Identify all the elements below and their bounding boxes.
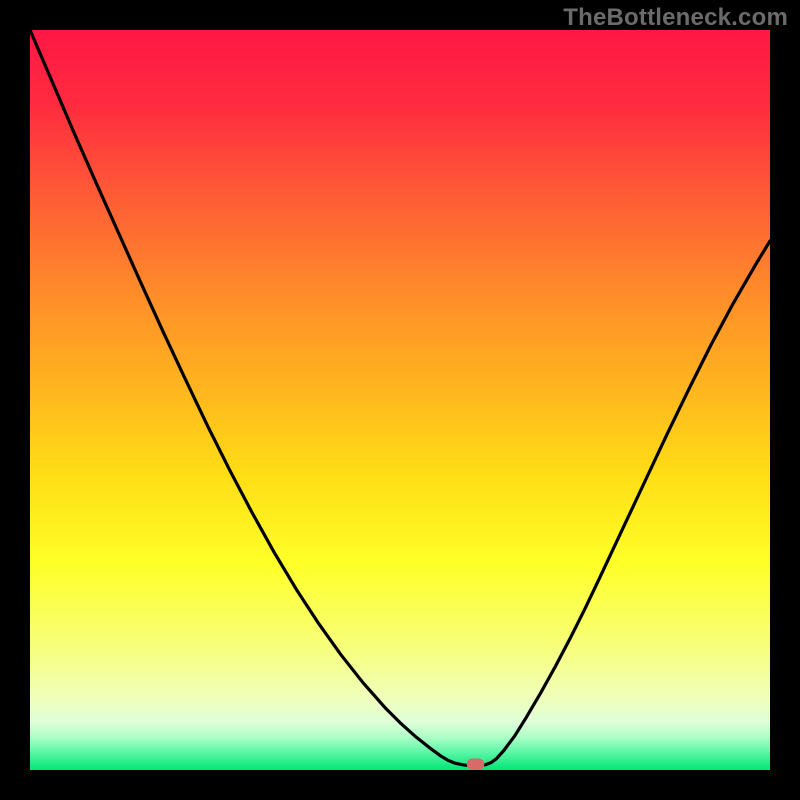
watermark-text: TheBottleneck.com (563, 4, 788, 32)
chart-container: { "watermark": { "text": "TheBottleneck.… (0, 0, 800, 800)
bottleneck-chart (0, 0, 800, 800)
plot-background (30, 30, 770, 770)
minimum-marker (467, 759, 485, 770)
